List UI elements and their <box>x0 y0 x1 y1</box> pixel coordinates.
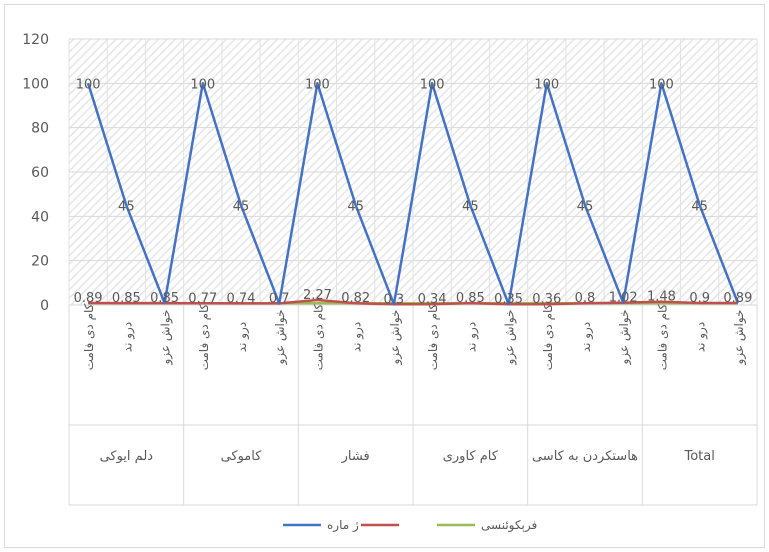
data-label: 45 <box>462 199 479 214</box>
series-layer <box>86 82 740 306</box>
data-label: 0.85 <box>112 291 141 306</box>
y-tick-label: 0 <box>40 298 49 314</box>
data-label: 45 <box>118 199 135 214</box>
x-axis: کام دی فامت درو ند خواش عزو کام دی فامت درو … <box>68 303 758 506</box>
y-tick-label: 100 <box>22 76 49 92</box>
data-label: 1.48 <box>647 290 676 305</box>
data-label: 45 <box>577 199 594 214</box>
y-tick-label: 60 <box>31 165 49 181</box>
y-tick-label: 20 <box>31 254 49 270</box>
data-label: 100 <box>649 77 674 92</box>
x-subcategory-label: درو ند <box>120 322 135 352</box>
data-label: 0.34 <box>418 292 447 307</box>
y-tick-label: 80 <box>31 121 49 137</box>
x-group-label: کام کاوری <box>443 449 499 464</box>
data-label: 0.89 <box>723 291 752 306</box>
legend: ژ ماره فرېکوئنسی <box>283 518 537 533</box>
x-subcategory-label: کام دی فامت <box>541 303 555 370</box>
x-subcategory-label: درو ند <box>464 322 479 352</box>
x-subcategory-label: کام دی فامت <box>311 303 325 370</box>
x-subcategory-label: درو ند <box>694 322 709 352</box>
chart-frame: 0 20 40 60 80 100 120 کام دی فامت درو ند خواش عز… <box>4 4 765 548</box>
data-label: 1.02 <box>609 291 638 306</box>
x-group-label: کاموکی <box>221 449 263 464</box>
x-subcategory-label: خواش عزو <box>388 310 403 366</box>
data-label: 100 <box>534 77 559 92</box>
data-label: 0.7 <box>269 291 290 306</box>
x-subcategory-label: درو ند <box>579 322 594 352</box>
x-subcategory-label: کام دی فامت <box>426 303 440 370</box>
data-label: 100 <box>420 77 445 92</box>
data-label: 0.35 <box>494 292 523 307</box>
data-label: 0.3 <box>384 292 405 307</box>
x-subcategory-label: خواش عزو <box>617 310 632 366</box>
x-subcategory-label: کام دی فامت <box>655 303 669 370</box>
data-label: 45 <box>233 199 250 214</box>
x-subcategory-label: کام دی فامت <box>82 303 96 370</box>
series-line-1 <box>88 298 738 306</box>
gridlines <box>68 38 758 306</box>
data-label: 0.74 <box>227 291 256 306</box>
x-subcategory-label: درو ند <box>350 322 365 352</box>
data-label: 0.85 <box>456 291 485 306</box>
y-tick-label: 120 <box>22 32 49 48</box>
line-chart: 0 20 40 60 80 100 120 کام دی فامت درو ند خواش عز… <box>22 32 758 533</box>
data-label: 0.8 <box>575 291 596 306</box>
data-label: 2.27 <box>303 288 332 303</box>
y-tick-label: 40 <box>31 209 49 225</box>
series-line-0 <box>86 82 740 306</box>
x-group-label: Total <box>683 449 714 464</box>
data-label: 0.77 <box>188 291 217 306</box>
data-label: 0.9 <box>689 291 710 306</box>
data-label: 100 <box>305 77 330 92</box>
x-subcategory-label: کام دی فامت <box>197 303 211 370</box>
x-subcategory-label: خواش عزو <box>732 310 747 366</box>
data-label: 0.36 <box>532 292 561 307</box>
data-label: 0.85 <box>150 291 179 306</box>
x-group-label: هاستکردن به کاسی <box>532 449 638 464</box>
x-group-label: فشار <box>341 449 370 464</box>
data-label: 100 <box>190 77 215 92</box>
data-label: 45 <box>691 199 708 214</box>
data-label: 0.89 <box>74 291 103 306</box>
x-group-label: دلم ایوکی <box>100 449 154 464</box>
x-subcategory-label: خواش عزو <box>503 310 518 366</box>
data-label: 100 <box>76 77 101 92</box>
x-subcategory-label: خواش عزو <box>159 310 174 366</box>
legend-label: فرېکوئنسی <box>481 518 537 533</box>
legend-label: ژ ماره <box>327 518 359 533</box>
x-subcategory-label: درو ند <box>235 322 250 352</box>
data-label: 0.82 <box>341 291 370 306</box>
x-subcategory-label: خواش عزو <box>273 310 288 366</box>
y-axis: 0 20 40 60 80 100 120 <box>22 32 49 314</box>
data-label: 45 <box>347 199 364 214</box>
data-labels: 100 45 100 45 100 45 100 45 100 45 100 45 0.89 0.85 0.… <box>74 77 753 307</box>
